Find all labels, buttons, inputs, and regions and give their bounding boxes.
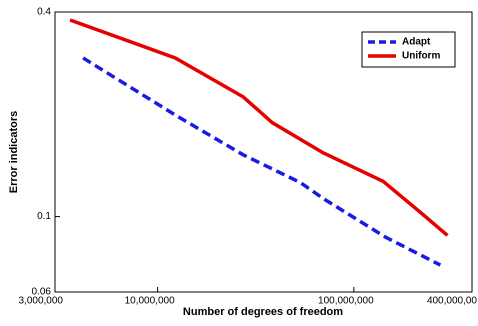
series-line [69,18,449,237]
x-tick-label: 10,000,000 [125,296,175,307]
legend-box [361,31,456,68]
y-tick-label: 0.4 [37,7,51,18]
y-tick-label: 0.1 [37,211,51,222]
legend-label: Uniform [402,51,440,62]
x-tick-label: 3,000,000 [19,296,64,307]
legend-label: Adapt [402,37,431,48]
x-axis-label: Number of degrees of freedom [183,306,343,318]
x-tick-label: 400,000,00 [427,296,477,307]
y-tick-label: 0.06 [32,287,52,298]
y-axis-label: Error indicators [8,111,20,194]
series-line [82,56,442,267]
x-tick-label: 100,000,000 [318,296,374,307]
plot-frame [54,11,473,293]
